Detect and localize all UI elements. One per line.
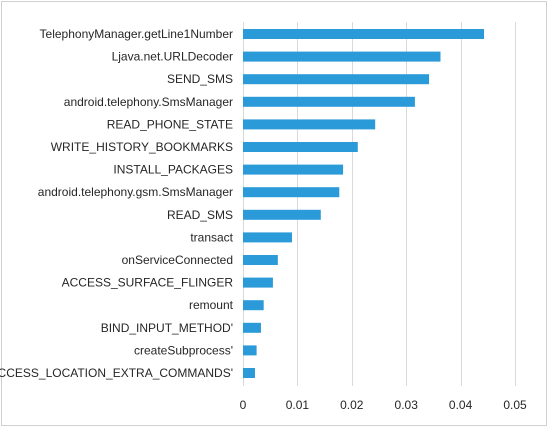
bar bbox=[243, 51, 441, 62]
x-tick-label: 0 bbox=[240, 398, 247, 412]
category-label: onServiceConnected bbox=[122, 253, 233, 267]
category-label: Ljava.net.URLDecoder bbox=[112, 50, 233, 64]
bar bbox=[243, 74, 430, 85]
category-label: READ_PHONE_STATE bbox=[107, 117, 233, 131]
category-label: TelephonyManager.getLine1Number bbox=[40, 27, 233, 41]
category-label: android.telephony.gsm.SmsManager bbox=[38, 185, 233, 199]
category-label: createSubprocess' bbox=[134, 343, 233, 357]
category-labels: TelephonyManager.getLine1Number Ljava.net… bbox=[0, 27, 234, 380]
bar bbox=[243, 368, 255, 378]
bar bbox=[243, 300, 264, 311]
category-label: ACCESS_LOCATION_EXTRA_COMMANDS' bbox=[0, 366, 233, 380]
category-label: transact bbox=[190, 230, 233, 244]
bar bbox=[243, 187, 340, 198]
bar bbox=[243, 29, 484, 39]
bar bbox=[243, 119, 376, 130]
bar bbox=[243, 345, 257, 356]
x-axis-tick-labels: 0 0.01 0.02 0.03 0.04 0.05 bbox=[240, 398, 527, 412]
bar bbox=[243, 277, 273, 288]
x-tick-label: 0.03 bbox=[395, 398, 419, 412]
bar bbox=[243, 96, 415, 107]
category-label: READ_SMS bbox=[167, 208, 233, 222]
category-label: remount bbox=[189, 298, 234, 312]
bar bbox=[243, 164, 344, 175]
category-label: ACCESS_SURFACE_FLINGER bbox=[62, 276, 234, 290]
category-label: BIND_INPUT_METHOD' bbox=[101, 321, 233, 335]
bar bbox=[243, 322, 261, 333]
bar bbox=[243, 142, 358, 152]
bar bbox=[243, 255, 278, 265]
x-tick-label: 0.01 bbox=[286, 398, 310, 412]
x-tick-label: 0.04 bbox=[449, 398, 473, 412]
category-label: INSTALL_PACKAGES bbox=[113, 163, 233, 177]
bars bbox=[243, 29, 484, 378]
bar bbox=[243, 209, 321, 220]
category-label: WRITE_HISTORY_BOOKMARKS bbox=[51, 140, 233, 154]
category-label: android.telephony.SmsManager bbox=[64, 95, 233, 109]
x-tick-label: 0.02 bbox=[340, 398, 364, 412]
x-tick-label: 0.05 bbox=[503, 398, 527, 412]
category-label: SEND_SMS bbox=[167, 72, 233, 86]
bar bbox=[243, 232, 292, 243]
